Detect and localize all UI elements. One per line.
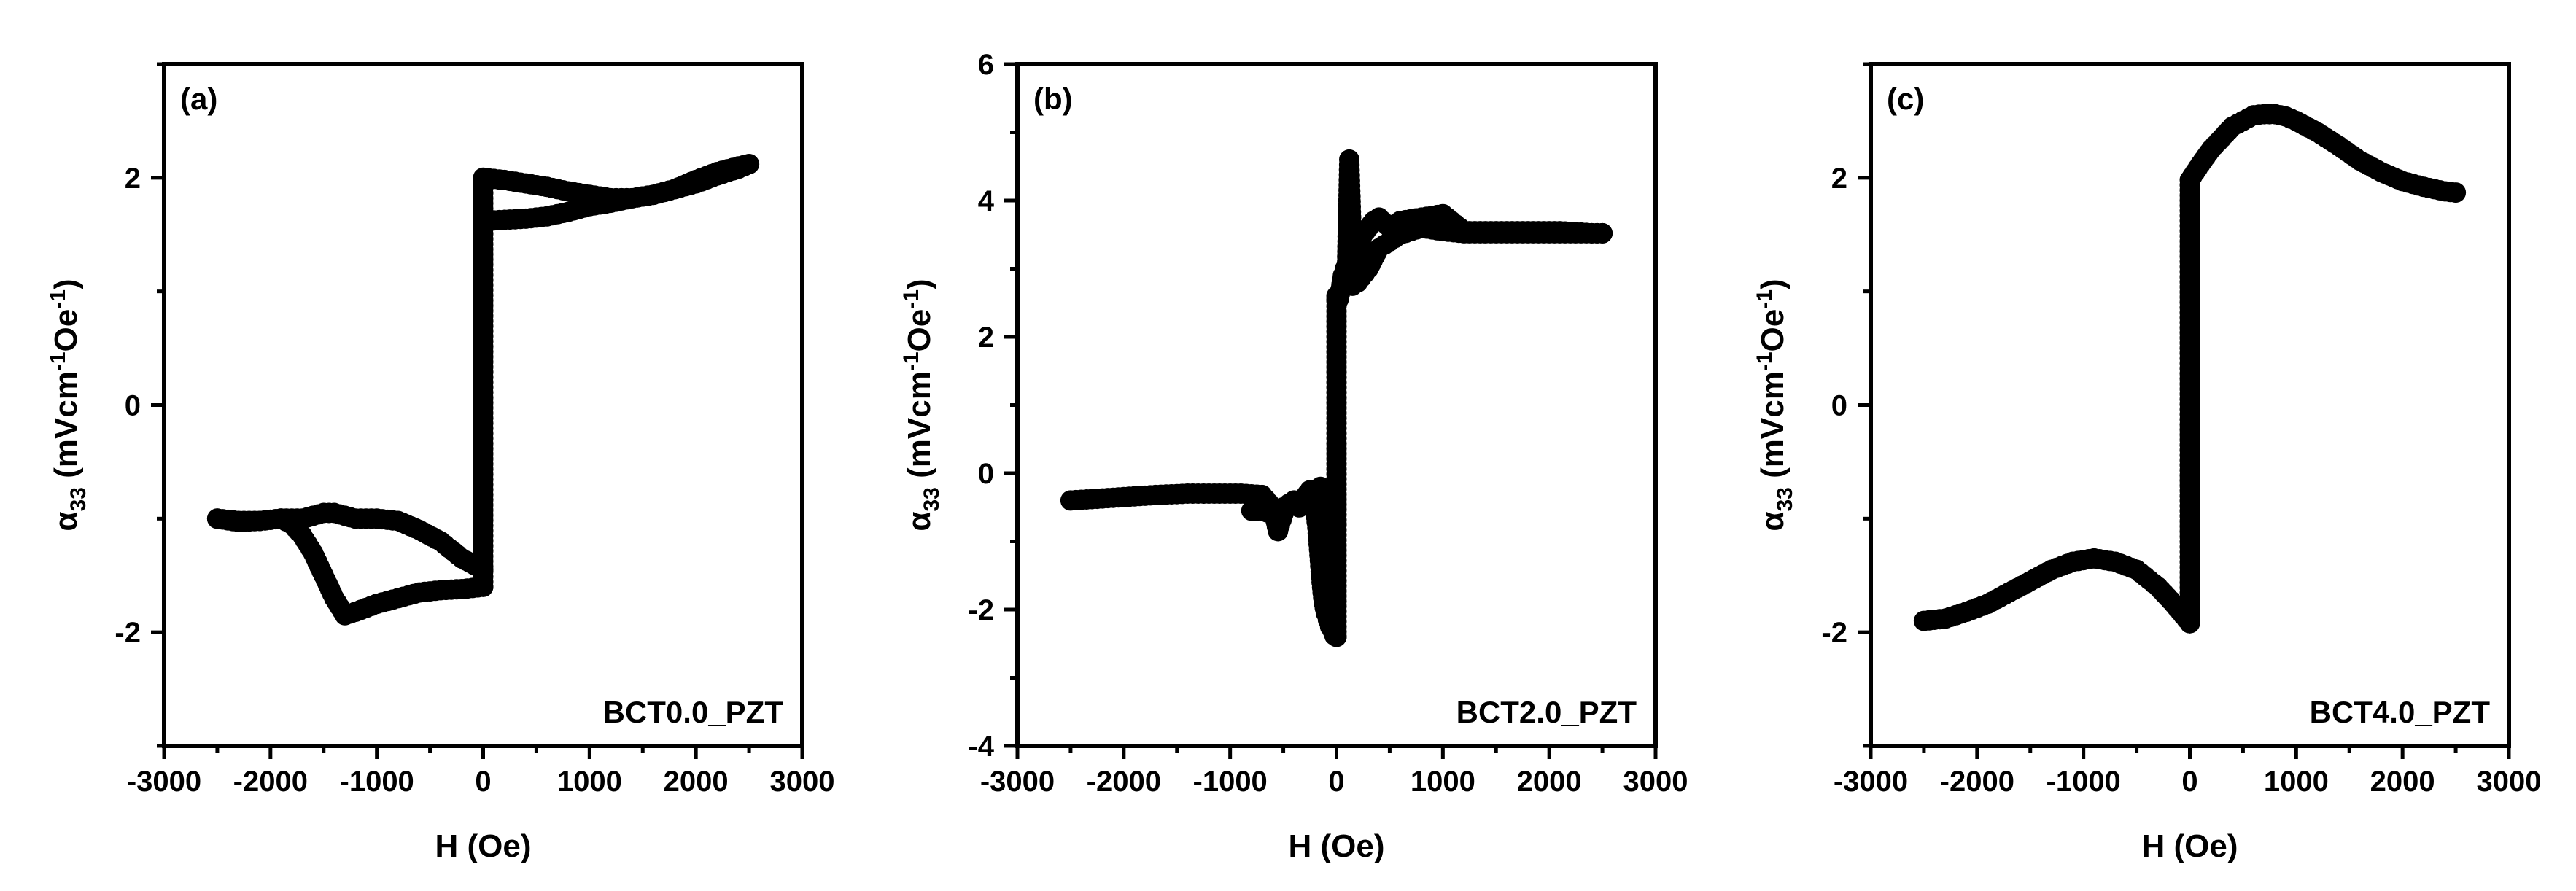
series-points bbox=[1913, 548, 2200, 634]
data-point bbox=[206, 508, 228, 529]
data-point bbox=[2445, 182, 2467, 203]
panel-label: (b) bbox=[1033, 82, 1073, 116]
panel-label: (c) bbox=[1887, 82, 1924, 116]
x-tick-label: 2000 bbox=[1517, 766, 1582, 798]
y-axis-title: α33 (mVcm-1Oe-1) bbox=[1753, 279, 1797, 531]
sample-label: BCT0.0_PZT bbox=[603, 695, 784, 729]
y-axis-title: α33 (mVcm-1Oe-1) bbox=[899, 279, 944, 531]
x-tick-label: 3000 bbox=[1623, 766, 1688, 798]
x-tick-label: -2000 bbox=[233, 766, 308, 798]
x-axis-title: H (Oe) bbox=[2142, 828, 2238, 864]
x-tick-label: 0 bbox=[475, 766, 491, 798]
panel-label: (a) bbox=[180, 82, 217, 116]
x-tick-label: 1000 bbox=[1411, 766, 1475, 798]
y-tick-label: -4 bbox=[968, 731, 994, 763]
data-point bbox=[473, 211, 494, 231]
data-series bbox=[1060, 149, 1613, 647]
y-axis-title: α33 (mVcm-1Oe-1) bbox=[46, 279, 90, 531]
y-tick-label: -2 bbox=[115, 617, 141, 649]
y-tick-label: 2 bbox=[978, 322, 994, 354]
y-tick-label: -2 bbox=[968, 594, 994, 626]
y-tick-label: 0 bbox=[978, 458, 994, 490]
x-tick-label: 3000 bbox=[770, 766, 835, 798]
data-point bbox=[1326, 289, 1347, 310]
sample-label: BCT4.0_PZT bbox=[2310, 695, 2491, 729]
x-tick-label: 0 bbox=[1328, 766, 1344, 798]
y-tick-label: 4 bbox=[978, 185, 995, 217]
x-tick-label: 2000 bbox=[2370, 766, 2435, 798]
x-tick-label: -3000 bbox=[1834, 766, 1908, 798]
x-tick-label: -1000 bbox=[340, 766, 414, 798]
y-tick-label: 2 bbox=[125, 163, 141, 195]
y-tick-label: -2 bbox=[1821, 617, 1847, 649]
x-tick-label: -3000 bbox=[980, 766, 1055, 798]
y-tick-label: 0 bbox=[125, 390, 141, 422]
x-tick-label: -3000 bbox=[127, 766, 201, 798]
y-tick-label: 0 bbox=[1831, 390, 1847, 422]
series-points bbox=[2179, 104, 2467, 634]
x-tick-label: 1000 bbox=[557, 766, 622, 798]
x-tick-label: -1000 bbox=[1193, 766, 1268, 798]
x-tick-label: 1000 bbox=[2264, 766, 2329, 798]
x-tick-label: 3000 bbox=[2477, 766, 2542, 798]
series-points bbox=[206, 508, 494, 626]
panel-b: (b) BCT2.0_PZT H (Oe) α33 (mVcm-1Oe-1) -… bbox=[899, 49, 1688, 864]
data-series bbox=[1913, 104, 2467, 634]
x-axis-title: H (Oe) bbox=[1289, 828, 1385, 864]
x-tick-label: 2000 bbox=[664, 766, 729, 798]
series-points bbox=[1326, 217, 1613, 310]
x-tick-label: -2000 bbox=[1087, 766, 1161, 798]
x-axis-title: H (Oe) bbox=[435, 828, 532, 864]
panel-c: (c) BCT4.0_PZT H (Oe) α33 (mVcm-1Oe-1) -… bbox=[1753, 62, 2542, 864]
data-series bbox=[206, 154, 760, 626]
series-points bbox=[473, 154, 760, 231]
x-tick-label: -2000 bbox=[1940, 766, 2014, 798]
panel-a: (a) BCT0.0_PZT H (Oe) α33 (mVcm-1Oe-1) -… bbox=[46, 62, 835, 864]
x-tick-label: -1000 bbox=[2047, 766, 2121, 798]
y-tick-label: 6 bbox=[978, 49, 994, 81]
x-tick-label: 0 bbox=[2181, 766, 2197, 798]
sample-label: BCT2.0_PZT bbox=[1456, 695, 1637, 729]
y-tick-label: 2 bbox=[1831, 163, 1847, 195]
